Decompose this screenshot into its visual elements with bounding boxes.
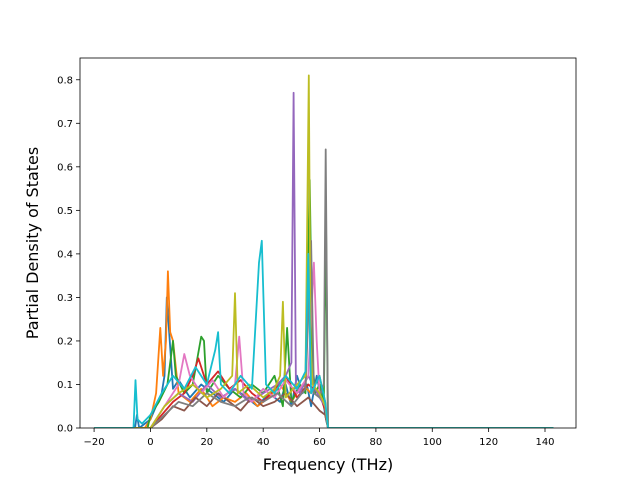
y-tick-label: 0.5 — [57, 206, 73, 217]
y-axis-label: Partial Density of States — [23, 147, 42, 339]
x-tick-label: 140 — [535, 437, 554, 448]
x-axis-label: Frequency (THz) — [263, 455, 393, 474]
x-tick-label: 100 — [423, 437, 442, 448]
series-line-8 — [94, 148, 554, 428]
series-line-10 — [94, 239, 554, 428]
x-tick-label: 0 — [147, 437, 153, 448]
y-tick-label: 0.2 — [57, 336, 73, 347]
plot-frame — [79, 57, 577, 429]
y-tick-label: 0.0 — [57, 424, 73, 435]
axes-layer: −20 0 20 40 60 80 100 120 140 0.0 0.1 0.2 0.3 0.4 0.5 0… — [57, 57, 577, 448]
y-tick-label: 0.6 — [57, 162, 73, 173]
x-tick-label: 20 — [200, 437, 213, 448]
x-tick-label: 120 — [479, 437, 498, 448]
series-line-6 — [94, 392, 554, 428]
x-tick-label: 40 — [257, 437, 270, 448]
y-tick-label: 0.3 — [57, 293, 73, 304]
y-tick-label: 0.8 — [57, 75, 73, 86]
y-tick-label: 0.7 — [57, 119, 73, 130]
x-tick-label: 60 — [313, 437, 326, 448]
x-tick-label: −20 — [84, 437, 105, 448]
series-layer — [94, 74, 554, 428]
x-tick-label: 80 — [370, 437, 383, 448]
y-tick-label: 0.1 — [57, 380, 73, 391]
series-line-9 — [94, 74, 554, 428]
y-tick-label: 0.4 — [57, 249, 73, 260]
